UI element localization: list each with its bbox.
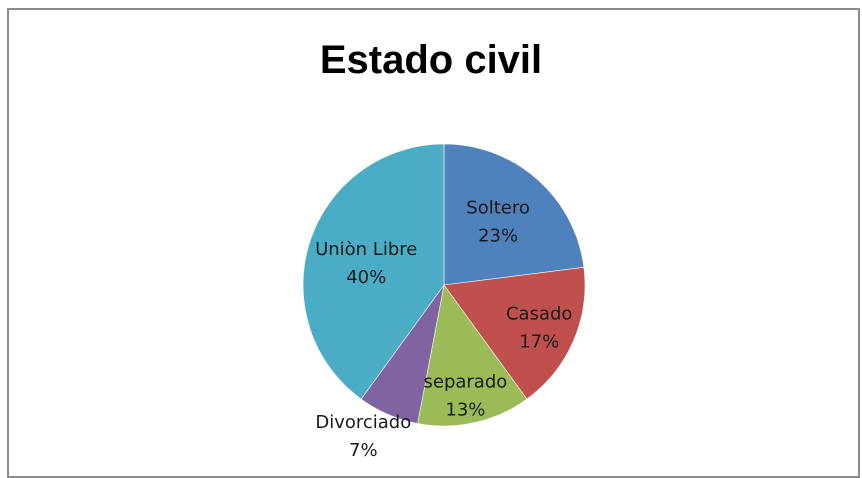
pie-slice-soltero	[443, 143, 585, 286]
data-label-percent: 13%	[445, 400, 485, 421]
data-label-category: Divorciado	[315, 412, 411, 433]
pie-labels: Soltero 23% Casado 17% separado 13% Divorciado…	[315, 198, 572, 461]
pie-slice-uniòn-libre	[302, 143, 445, 400]
data-label-category: separado	[424, 372, 508, 393]
pie-slice-separado	[417, 284, 528, 427]
pie-slice-casado	[443, 266, 586, 400]
data-label-percent: 17%	[519, 331, 559, 352]
data-label-category: Casado	[506, 303, 572, 324]
data-label-percent: 23%	[478, 226, 518, 247]
data-label-percent: 40%	[346, 267, 386, 288]
data-label-percent: 7%	[349, 440, 378, 461]
data-label-category: Uniòn Libre	[315, 239, 417, 260]
pie-slices	[302, 143, 586, 427]
data-label-category: Soltero	[466, 198, 530, 219]
chart-title: Estado civil	[319, 38, 543, 82]
